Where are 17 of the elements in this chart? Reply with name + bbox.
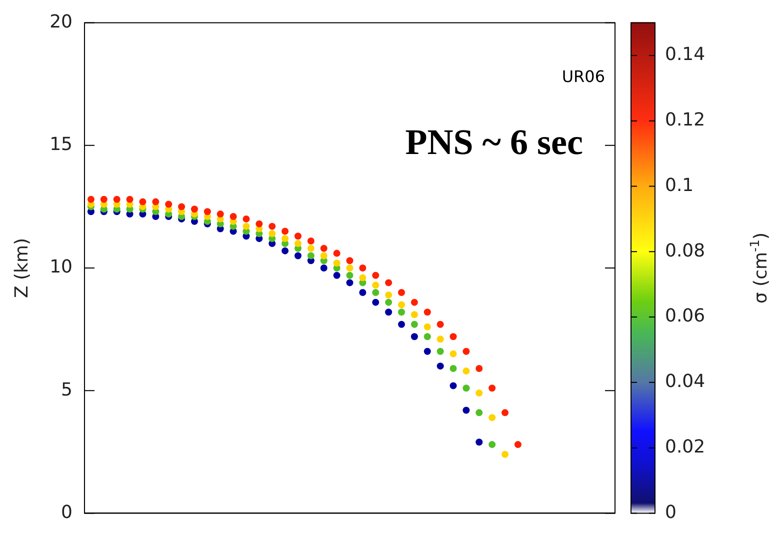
y-tick-label: 20 bbox=[50, 11, 73, 32]
annotation: UR06 bbox=[562, 66, 605, 86]
color-bar-label: 0.08 bbox=[665, 240, 706, 262]
y-tick-label: 10 bbox=[50, 256, 73, 278]
color-bar-label: 0.02 bbox=[665, 436, 706, 458]
color-bar-label: 0.12 bbox=[665, 110, 706, 131]
color-bar-label: 0.1 bbox=[665, 174, 694, 196]
y-axis-title: Z (km) bbox=[11, 238, 32, 298]
color-bar-label: 0.06 bbox=[665, 306, 706, 327]
color-bar-label: 0 bbox=[665, 502, 676, 523]
y-tick-label: 0 bbox=[61, 502, 73, 523]
color-bar-label: 0.04 bbox=[665, 371, 706, 392]
y-tick-label: 5 bbox=[61, 379, 73, 400]
color-bar-title: σ (cm-1) bbox=[746, 232, 772, 304]
y-tick-label: 15 bbox=[50, 134, 73, 156]
annotation: PNS ~ 6 sec bbox=[405, 122, 584, 162]
color-bar-label: 0.14 bbox=[665, 44, 706, 66]
